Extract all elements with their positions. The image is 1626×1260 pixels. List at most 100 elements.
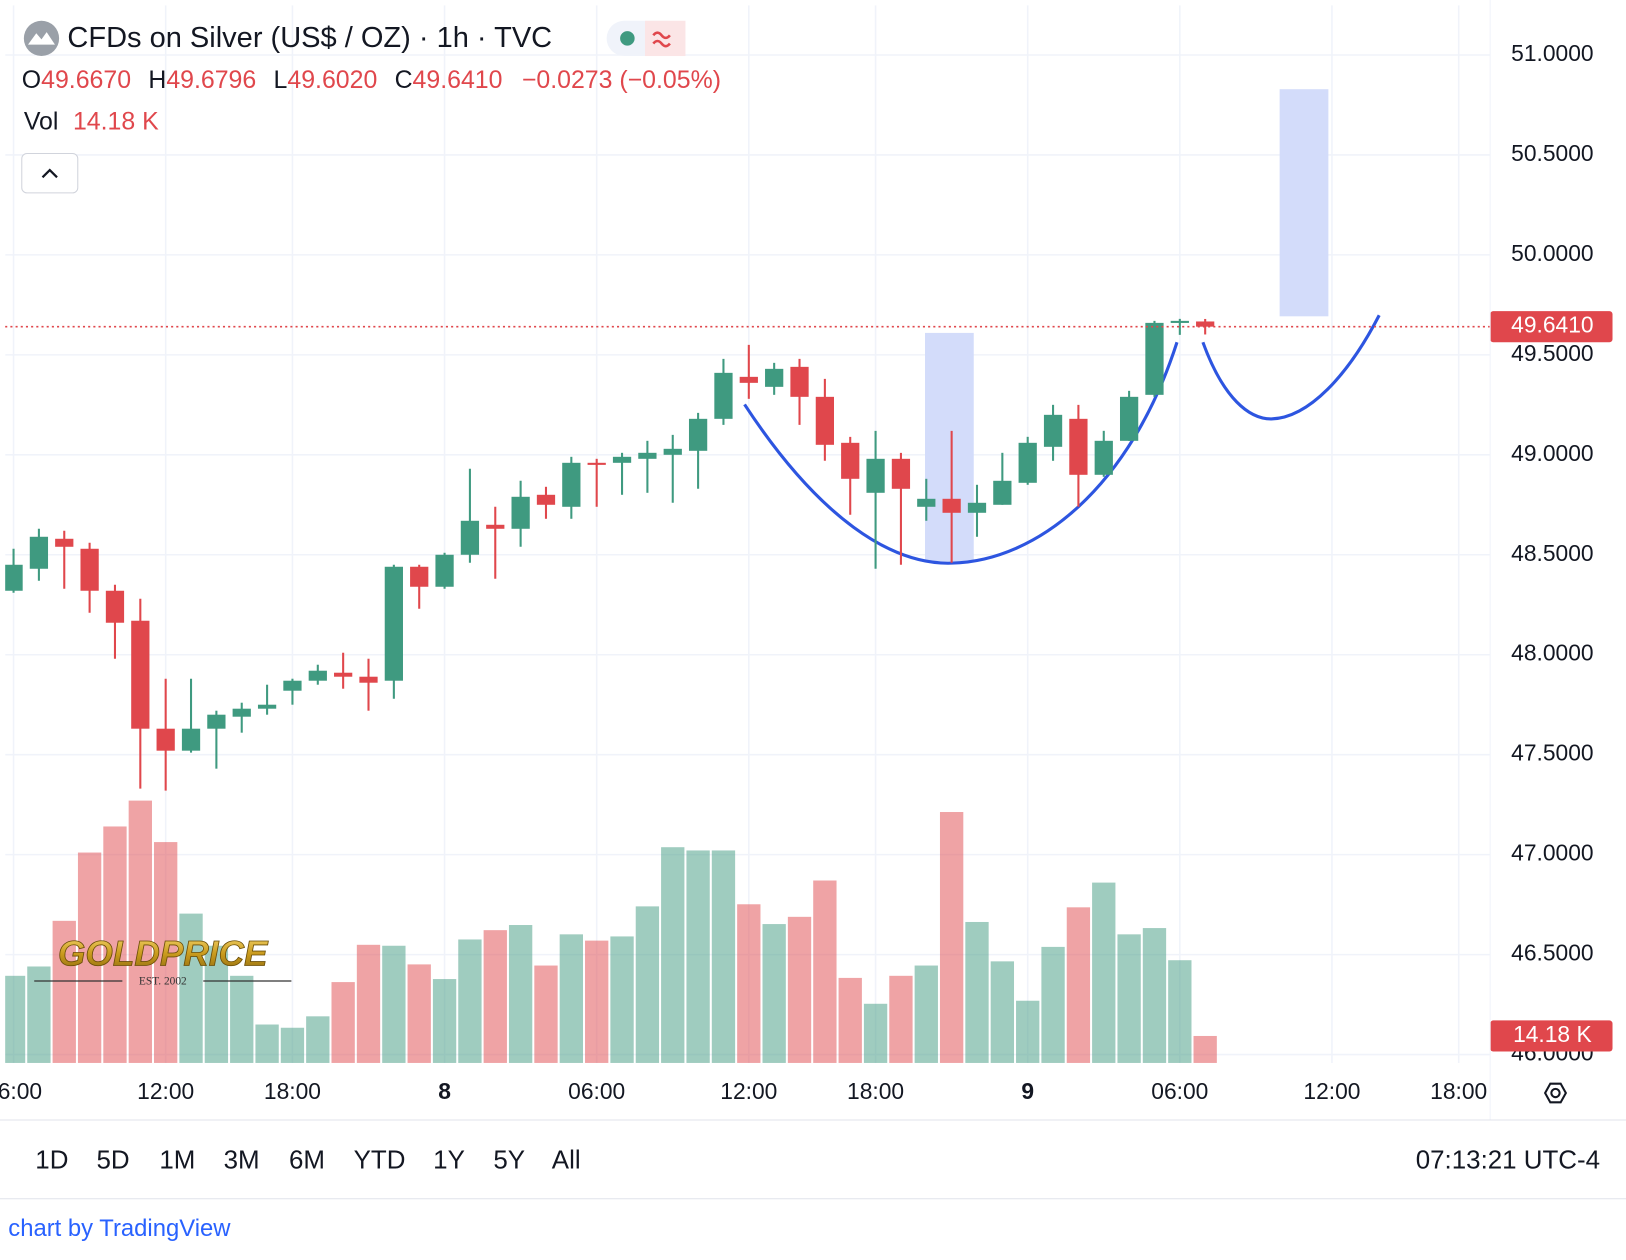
- volume-bar: [508, 925, 533, 1063]
- volume-bar: [382, 945, 406, 1063]
- x-tick-label: 8: [438, 1078, 451, 1104]
- highlight-box: [1279, 89, 1329, 317]
- attribution-link[interactable]: chart by TradingView: [8, 1215, 231, 1242]
- volume-bar: [432, 979, 457, 1063]
- candle-body: [536, 494, 556, 505]
- candle-body: [80, 548, 99, 591]
- candle-body: [5, 564, 23, 591]
- ohlc-key: H: [148, 65, 166, 93]
- candle-body: [1145, 322, 1164, 395]
- price-tag-label: 49.6410: [1511, 312, 1593, 338]
- range-button[interactable]: 1Y: [433, 1146, 465, 1174]
- watermark-name: GOLDPRICE: [58, 934, 269, 973]
- candle-body: [105, 590, 125, 623]
- settings-button[interactable]: [1543, 1082, 1568, 1104]
- x-tick-label: 06:00: [568, 1078, 625, 1104]
- range-button[interactable]: 1M: [159, 1146, 195, 1174]
- ohlc-value: 49.6796: [166, 65, 256, 93]
- symbol-title: CFDs on Silver (US$ / OZ) · 1h · TVC: [67, 22, 552, 54]
- candle-body: [815, 396, 834, 445]
- candle-body: [257, 704, 277, 709]
- x-tick-label: 18:00: [847, 1078, 904, 1104]
- candle-body: [993, 480, 1012, 505]
- volume-bar: [939, 812, 964, 1063]
- watermark: GOLDPRICE EST. 2002: [34, 934, 292, 988]
- volume-value: 14.18 K: [73, 107, 159, 135]
- candles: [5, 318, 1215, 791]
- volume-bar: [179, 913, 203, 1063]
- range-bar: 1D 5D 1M 3M 6M YTD 1Y 5Y All: [35, 1146, 580, 1174]
- range-button[interactable]: YTD: [354, 1146, 406, 1174]
- volume-bar: [154, 842, 178, 1063]
- candle-body: [435, 554, 454, 587]
- range-button[interactable]: 1D: [35, 1146, 68, 1174]
- volume-bar: [813, 880, 837, 1063]
- settings-icon-hub: [1550, 1087, 1561, 1099]
- y-tick-label: 46.5000: [1511, 940, 1593, 966]
- candle-body: [410, 566, 429, 587]
- volume-bar: [103, 826, 127, 1063]
- volume-bar: [1041, 946, 1065, 1063]
- y-tick-label: 50.0000: [1511, 240, 1593, 266]
- candle-body: [1018, 442, 1037, 483]
- range-button[interactable]: 3M: [224, 1146, 260, 1174]
- ohlc-line: O49.6670 H49.6796 L49.6020 C49.6410 −0.0…: [22, 65, 721, 93]
- ohlc-value: 49.6670: [41, 65, 131, 93]
- change: −0.0273 (−0.05%): [522, 65, 721, 93]
- volume-bar: [1168, 960, 1192, 1063]
- candle-body: [1196, 321, 1215, 327]
- volume-bar: [1193, 1035, 1217, 1063]
- header: CFDs on Silver (US$ / OZ) · 1h · TVC O49…: [21, 20, 721, 194]
- volume-bar: [990, 961, 1015, 1063]
- candle-body: [486, 524, 505, 529]
- candle-body: [967, 502, 987, 513]
- symbol-icon-glyph: [27, 32, 55, 45]
- range-button[interactable]: 5Y: [493, 1146, 525, 1174]
- volume-bar: [77, 852, 102, 1063]
- volume-bar: [1142, 928, 1167, 1063]
- volume-bar: [889, 975, 913, 1063]
- candle-body: [359, 676, 378, 683]
- candle-body: [765, 368, 784, 387]
- volume-bar: [661, 847, 685, 1063]
- volume-bar: [52, 920, 76, 1063]
- volume-bar: [737, 904, 761, 1063]
- volume-bar: [686, 850, 710, 1063]
- candle-body: [1069, 418, 1088, 475]
- watermark-est: EST. 2002: [139, 976, 187, 988]
- volume-bar: [965, 921, 989, 1063]
- range-button[interactable]: All: [552, 1146, 581, 1174]
- y-tick-label: 50.5000: [1511, 140, 1593, 166]
- volume-bar: [635, 906, 660, 1063]
- volume-bar: [407, 964, 431, 1063]
- candle-body: [688, 418, 708, 451]
- x-tick-label: 18:00: [264, 1078, 321, 1104]
- y-tick-label: 51.0000: [1511, 40, 1593, 66]
- volume-bar: [128, 800, 152, 1063]
- volume-tag: [1490, 1020, 1613, 1052]
- volume-bar: [306, 1016, 330, 1063]
- price-tag: [1490, 311, 1613, 343]
- candle-body: [891, 458, 911, 489]
- range-button[interactable]: 5D: [96, 1146, 129, 1174]
- candle-body: [232, 708, 251, 717]
- volume-pane: [5, 800, 1217, 1063]
- volume-bar: [230, 975, 254, 1063]
- volume-bar: [331, 982, 355, 1063]
- volume-bar: [762, 924, 786, 1063]
- market-open-dot: [620, 31, 635, 46]
- candle-body: [1094, 440, 1113, 475]
- volume-bar: [356, 944, 381, 1063]
- candle-body: [663, 448, 682, 455]
- volume-bar: [204, 945, 229, 1063]
- candle-body: [55, 538, 74, 547]
- axes: 46.000046.500047.000047.500048.000048.50…: [0, 40, 1613, 1104]
- candle-body: [562, 462, 581, 507]
- x-tick-label: 12:00: [720, 1078, 777, 1104]
- x-tick-label: 9: [1021, 1078, 1034, 1104]
- collapse-button[interactable]: [21, 152, 79, 194]
- range-button[interactable]: 6M: [289, 1146, 325, 1174]
- ohlc-key: L: [274, 65, 288, 93]
- candle-body: [156, 728, 175, 751]
